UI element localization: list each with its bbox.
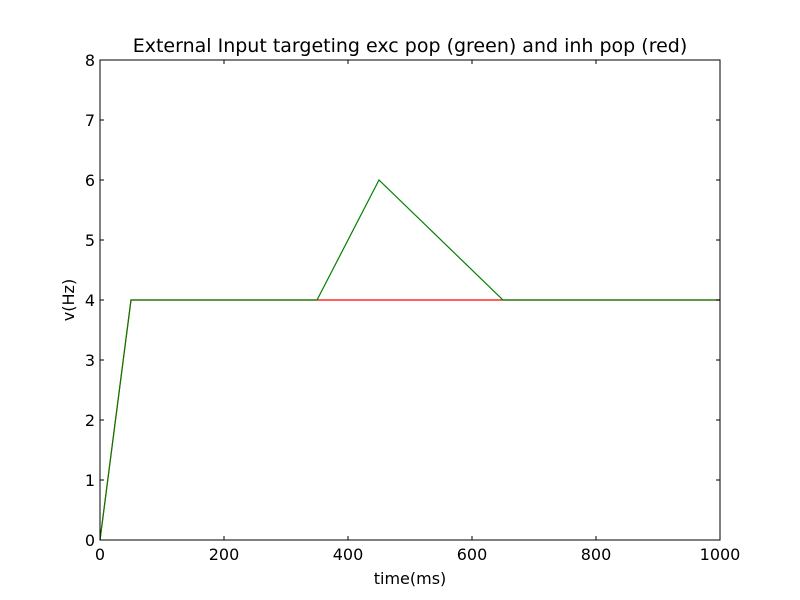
x-tick-label-3: 600 — [457, 545, 488, 564]
y-tick-label-0: 0 — [85, 531, 95, 550]
y-tick-label-5: 5 — [85, 231, 95, 250]
y-tick-label-2: 2 — [85, 411, 95, 430]
x-tick-label-1: 200 — [209, 545, 240, 564]
x-tick-label-0: 0 — [95, 545, 105, 564]
y-tick-label-1: 1 — [85, 471, 95, 490]
y-tick-label-8: 8 — [85, 51, 95, 70]
series-line-1 — [99, 179, 720, 541]
x-tick-label-4: 800 — [581, 545, 612, 564]
ticks-layer: 0 200 400 600 800 1000 0 1 2 3 4 5 6 7 8 — [85, 51, 741, 564]
x-tick-label-5: 1000 — [700, 545, 741, 564]
x-axis-label: time(ms) — [374, 569, 447, 588]
y-tick-label-3: 3 — [85, 351, 95, 370]
y-axis-label: v(Hz) — [59, 279, 78, 321]
series-layer — [99, 179, 720, 541]
y-tick-label-7: 7 — [85, 111, 95, 130]
y-tick-label-6: 6 — [85, 171, 95, 190]
y-tick-label-4: 4 — [85, 291, 95, 310]
chart-title: External Input targeting exc pop (green)… — [133, 35, 688, 57]
x-tick-label-2: 400 — [333, 545, 364, 564]
